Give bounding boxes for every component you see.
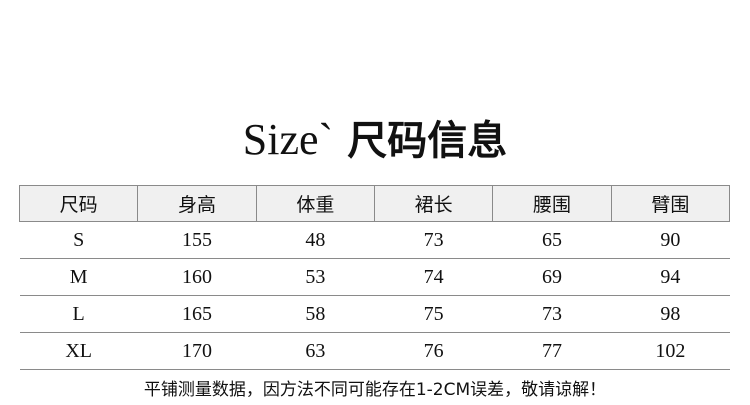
table-cell: L bbox=[19, 295, 138, 333]
table-cell: 69 bbox=[492, 258, 612, 296]
header-cell: 臂围 bbox=[610, 185, 731, 222]
table-cell: S bbox=[19, 221, 138, 259]
table-cell: 160 bbox=[137, 258, 257, 296]
table-cell: 75 bbox=[374, 295, 493, 333]
table-row: S 155 48 73 65 90 bbox=[19, 221, 730, 259]
header-cell: 裙长 bbox=[373, 185, 494, 222]
table-cell: 76 bbox=[374, 332, 493, 370]
measurement-note: 平铺测量数据，因方法不同可能存在1-2CM误差，敬请谅解！ bbox=[143, 380, 607, 400]
table-cell: 102 bbox=[611, 332, 730, 370]
table-row: M 160 53 74 69 94 bbox=[19, 258, 730, 296]
table-row: L 165 58 75 73 98 bbox=[19, 295, 730, 333]
size-table: 尺码 身高 体重 裙长 腰围 臂围 S 155 48 73 65 90 M 160 53 74 69… bbox=[18, 185, 731, 370]
table-cell: 65 bbox=[492, 221, 612, 259]
table-cell: 155 bbox=[137, 221, 257, 259]
table-cell: 73 bbox=[374, 221, 493, 259]
table-cell: 73 bbox=[492, 295, 612, 333]
table-cell: 77 bbox=[492, 332, 612, 370]
table-cell: 94 bbox=[611, 258, 730, 296]
table-cell: 58 bbox=[256, 295, 375, 333]
table-cell: 74 bbox=[374, 258, 493, 296]
table-header-row: 尺码 身高 体重 裙长 腰围 臂围 bbox=[18, 185, 731, 222]
title-english: Size` bbox=[242, 115, 334, 164]
page-title: Size` 尺码信息 bbox=[0, 112, 750, 169]
table-cell: 63 bbox=[256, 332, 375, 370]
table-cell: 98 bbox=[611, 295, 730, 333]
table-cell: 53 bbox=[256, 258, 375, 296]
table-cell: XL bbox=[19, 332, 138, 370]
table-row: XL 170 63 76 77 102 bbox=[19, 332, 730, 370]
table-cell: 48 bbox=[256, 221, 375, 259]
table-cell: 90 bbox=[611, 221, 730, 259]
header-cell: 腰围 bbox=[492, 185, 612, 222]
header-cell: 体重 bbox=[255, 185, 375, 222]
header-cell: 尺码 bbox=[18, 185, 139, 222]
table-cell: 165 bbox=[137, 295, 257, 333]
header-cell: 身高 bbox=[137, 185, 257, 222]
table-cell: 170 bbox=[137, 332, 257, 370]
table-cell: M bbox=[19, 258, 138, 296]
title-chinese: 尺码信息 bbox=[347, 118, 508, 164]
